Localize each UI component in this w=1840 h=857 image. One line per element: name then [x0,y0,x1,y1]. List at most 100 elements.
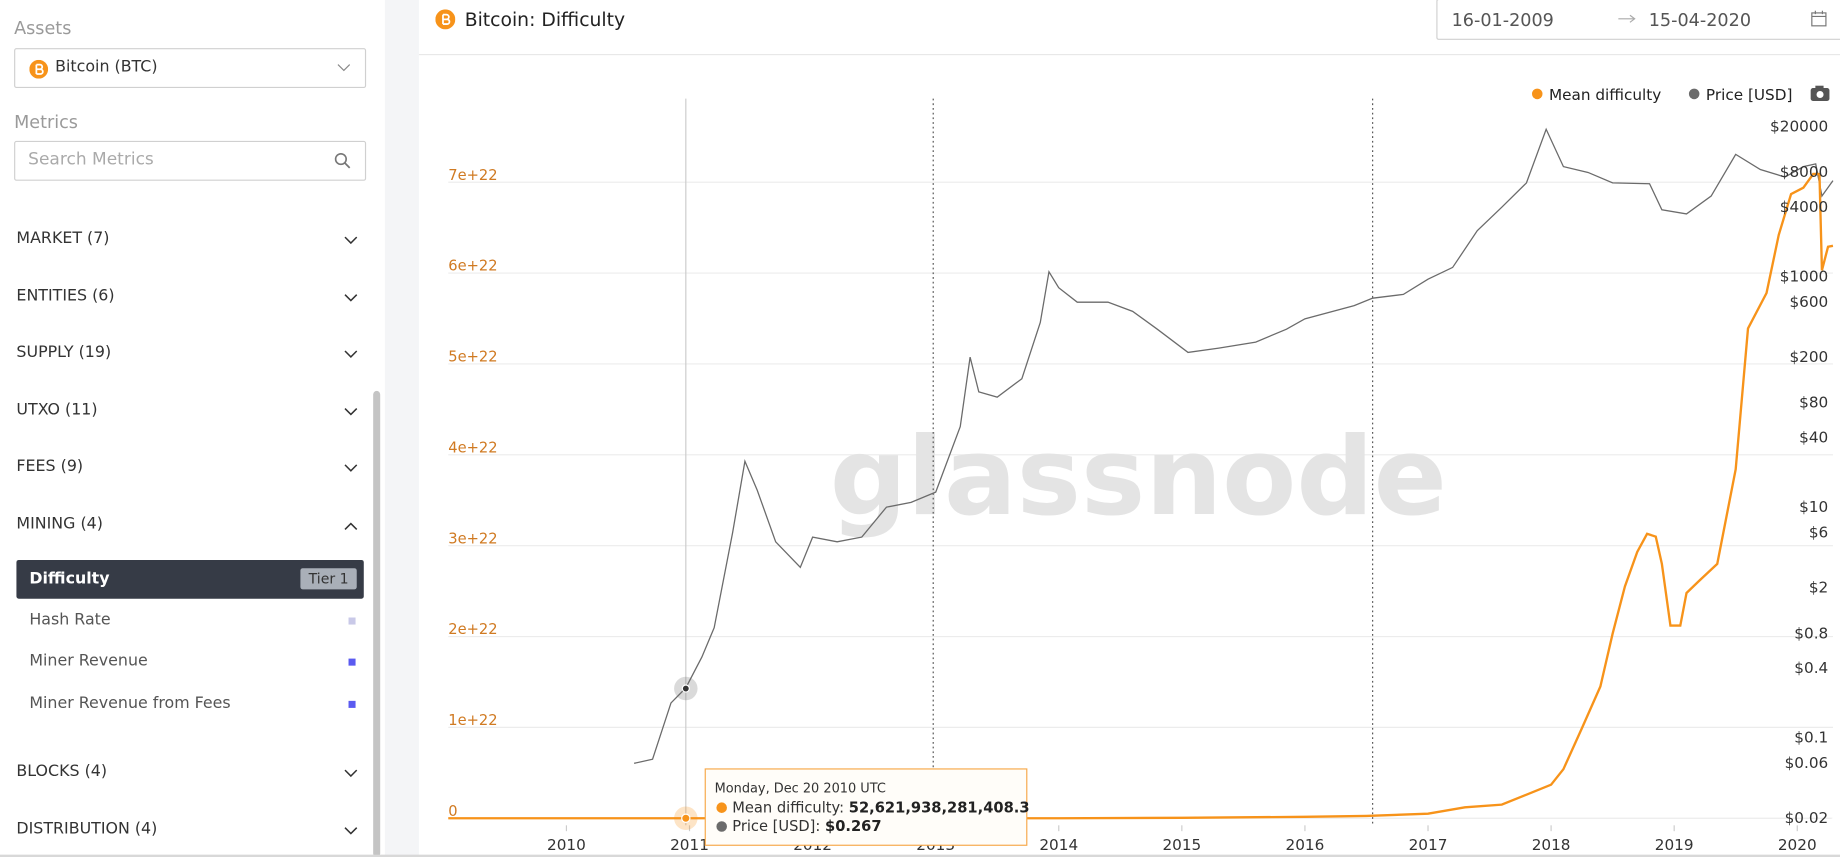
legend-label: Mean difficulty [1549,86,1661,104]
y-tick-label: 2e+22 [448,621,497,638]
x-tick-label: 2011 [670,836,709,854]
metric-group[interactable]: MARKET (7) [16,228,110,248]
tooltip-date: Monday, Dec 20 2010 UTC [715,781,886,796]
chevron [344,827,358,835]
y2-tick-label: $4000 [1780,198,1829,216]
tooltip-value: 52,621,938,281,408.3 [849,799,1030,816]
active-item[interactable]: Difficulty Tier 1 [16,559,364,599]
btc-icon [435,9,456,30]
scrollbar[interactable] [373,390,381,857]
y2-tick-label: $40 [1799,428,1828,446]
series-line [634,127,1834,764]
chart-title: Bitcoin: Difficulty [464,8,626,31]
metric-group[interactable]: ENTITIES (6) [16,286,115,306]
x-tick-label: 2019 [1655,836,1694,854]
tooltip-box [704,768,1028,846]
asset-name: Bitcoin (BTC) [55,57,158,77]
chevron [344,769,358,778]
x-tick-label: 2014 [1039,836,1078,854]
metric-item[interactable]: Miner Revenue from Fees [29,693,231,713]
chevron [344,522,358,531]
tier-dot [348,658,356,666]
asset-select[interactable]: Bitcoin (BTC) [14,48,367,89]
sidebar: Assets Bitcoin (BTC) Metrics Search Metr… [0,0,385,857]
y2-tick-label: $0.02 [1785,809,1829,827]
item-name: Difficulty [29,569,110,589]
y2-tick-label: $0.06 [1785,754,1829,772]
arrow-icon [1618,14,1636,23]
chevron [344,294,358,302]
metrics-label: Metrics [14,111,78,133]
chevron [344,408,358,416]
metric-group[interactable]: SUPPLY (19) [16,342,112,362]
tier-dot [348,617,356,625]
chevron [344,236,358,245]
chevron [337,64,351,72]
hover-point [681,813,691,823]
x-tick-label: 2017 [1409,836,1448,854]
y2-tick-label: $20000 [1770,117,1828,135]
y2-tick-label: $0.1 [1794,728,1828,746]
x-tick-label: 2020 [1778,836,1817,854]
y-tick-label: 3e+22 [448,530,497,547]
y-tick-label: 5e+22 [448,349,497,366]
search-placeholder: Search Metrics [28,150,154,170]
series-line [448,172,1834,820]
y-tick-label: 4e+22 [448,439,497,456]
y2-tick-label: $10 [1799,498,1828,516]
y2-tick-label: $0.4 [1794,659,1828,677]
y2-tick-label: $0.8 [1794,624,1828,642]
metric-group[interactable]: UTXO (11) [16,400,98,420]
chevron [344,350,358,358]
search-box[interactable]: Search Metrics [14,140,367,181]
y2-tick-label: $2 [1809,578,1828,596]
date-to: 15-04-2020 [1648,9,1752,31]
chevron [344,464,358,472]
tooltip-dot [716,821,727,832]
y-tick-label: 6e+22 [448,258,497,275]
y2-tick-label: $600 [1789,293,1828,311]
tooltip-dot [716,802,727,813]
date-from: 16-01-2009 [1451,9,1554,31]
y-tick-label: 1e+22 [448,712,497,729]
metric-group[interactable]: BLOCKS (4) [16,761,108,781]
x-tick-label: 2010 [547,836,586,854]
metric-item[interactable]: Hash Rate [29,610,111,630]
calendar-icon [1811,10,1827,27]
metric-group[interactable]: MINING (4) [16,514,103,533]
camera-icon[interactable] [1809,85,1830,103]
tooltip-name: Price [USD]: [732,818,820,835]
legend-label: Price [USD] [1706,86,1793,104]
tooltip: Monday, Dec 20 2010 UTC Mean difficulty: 5… [704,768,1030,846]
metric-group[interactable]: DISTRIBUTION (4) [16,819,158,839]
assets-label: Assets [14,17,72,39]
divider [418,54,1840,56]
y2-tick-label: $200 [1789,348,1828,366]
tier-badge: Tier 1 [300,568,357,590]
y2-tick-label: $6 [1809,523,1828,541]
metric-group[interactable]: FEES (9) [16,456,84,476]
hover-point [681,684,690,693]
legend-dot [1531,88,1543,100]
date-range[interactable]: 16-01-2009 15-04-2020 [1436,0,1840,40]
tooltip-value: $0.267 [825,818,882,835]
y2-tick-label: $1000 [1780,267,1829,285]
x-tick-label: 2015 [1162,836,1201,854]
search-icon [334,152,351,169]
y-tick-label: 0 [448,803,457,820]
x-tick-label: 2016 [1286,836,1325,854]
y2-tick-label: $80 [1799,394,1828,412]
y-tick-label: 7e+22 [448,167,497,184]
btc-icon [29,59,49,79]
tooltip-name: Mean difficulty: [732,799,844,816]
legend-dot [1688,88,1700,100]
tier-dot [348,700,356,708]
metric-item[interactable]: Miner Revenue [29,651,148,671]
y2-tick-label: $8000 [1780,163,1829,181]
bottom-edge [0,854,1840,857]
watermark: glassnode [830,415,1447,540]
x-tick-label: 2018 [1532,836,1571,854]
main-panel: Bitcoin: Difficulty 16-01-2009 15-04-202… [418,0,1840,857]
